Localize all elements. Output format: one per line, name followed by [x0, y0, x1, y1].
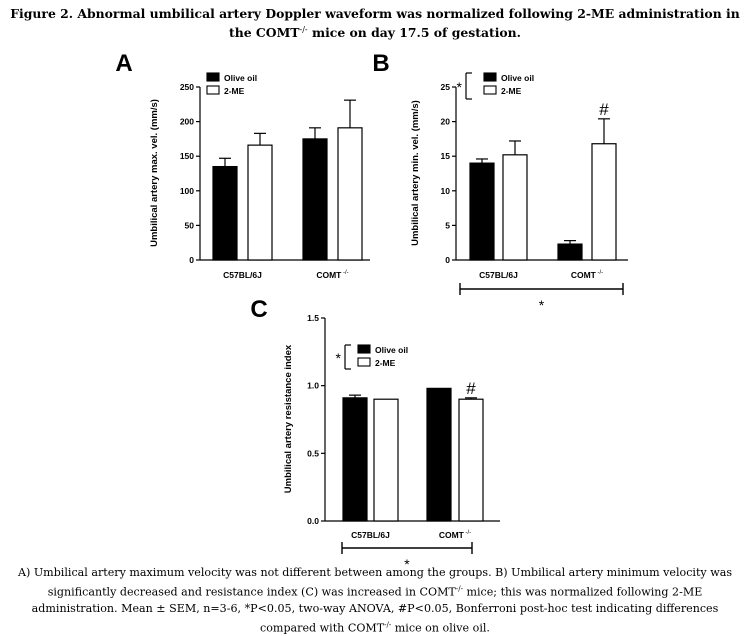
figure-title-sup: -/- — [299, 25, 308, 34]
caption-sup-1: -/- — [455, 585, 463, 593]
bar-olive-oil-0 — [212, 165, 238, 261]
x-category-label: C57BL/6J — [479, 270, 518, 280]
figure-title-tail: mice on day 17.5 of gestation. — [307, 25, 521, 41]
legend-label: 2-ME — [501, 86, 522, 96]
figure-caption: A) Umbilical artery maximum velocity was… — [8, 565, 742, 636]
y-tick-label: 200 — [180, 117, 194, 127]
y-tick-label: 5 — [445, 220, 450, 230]
figure-title: Figure 2. Abnormal umbilical artery Dopp… — [0, 6, 750, 41]
y-tick-label: 0 — [189, 255, 194, 265]
legend-swatch-olive-oil — [483, 72, 497, 82]
y-tick-label: 15 — [441, 151, 451, 161]
y-tick-label: 0.0 — [307, 516, 319, 526]
chart-panel-a: A Umbilical artery max. vel. (mm/s) 0 50 100… — [115, 50, 370, 280]
y-tick-label: 20 — [441, 117, 451, 127]
bar-2me-0 — [373, 398, 399, 522]
bar-olive-oil-1 — [302, 138, 328, 261]
y-tick-label: 1.5 — [307, 313, 319, 323]
bar-olive-oil-0 — [342, 397, 368, 522]
y-tick-label: 250 — [180, 82, 194, 92]
x-category-label: COMT -/- — [316, 270, 348, 280]
bar-2me-1 — [591, 143, 617, 261]
panel-letter: A — [115, 50, 132, 77]
legend-star: * — [336, 350, 342, 366]
x-category-label: C57BL/6J — [351, 530, 390, 540]
legend-swatch-2me — [483, 85, 497, 95]
caption-part-c: mice on olive oil. — [391, 621, 490, 635]
y-tick-label: 50 — [185, 220, 195, 230]
bar-2me-1 — [337, 127, 363, 261]
panel-letter: B — [372, 50, 389, 77]
x-category-label: COMT -/- — [439, 530, 471, 540]
bar-olive-oil-1 — [557, 243, 583, 261]
legend-label: Olive oil — [224, 73, 257, 83]
significance-hash: # — [599, 100, 609, 119]
y-axis-label: Umbilical artery min. vel. (mm/s) — [410, 100, 421, 246]
y-tick-label: 1.0 — [307, 381, 319, 391]
y-tick-label: 100 — [180, 186, 194, 196]
bar-2me-1 — [458, 398, 484, 522]
y-tick-label: 0.5 — [307, 448, 319, 458]
bar-2me-0 — [502, 154, 528, 261]
bar-2me-0 — [247, 144, 273, 261]
caption-part-b: mice; this was normalized following 2-ME… — [31, 585, 719, 635]
chart-panel-b: B Umbilical artery min. vel. (mm/s) 0 5 10 15… — [372, 50, 628, 313]
bar-olive-oil-0 — [469, 162, 495, 261]
y-tick-label: 10 — [441, 186, 451, 196]
legend-label: 2-ME — [375, 358, 396, 368]
legend-star: * — [457, 79, 463, 95]
legend-label: Olive oil — [375, 345, 408, 355]
y-axis-label: Umbilical artery resistance index — [283, 344, 294, 493]
panel-letter: C — [250, 296, 267, 323]
bottom-star: * — [539, 297, 545, 313]
legend-label: Olive oil — [501, 73, 534, 83]
x-category-label: C57BL/6J — [223, 270, 262, 280]
legend-swatch-2me — [206, 85, 220, 95]
figure-title-main: Figure 2. Abnormal umbilical artery Dopp… — [10, 6, 740, 41]
y-tick-label: 25 — [441, 82, 451, 92]
caption-part-a: A) Umbilical artery maximum velocity was… — [17, 566, 733, 599]
caption-sup-2: -/- — [384, 620, 392, 629]
y-axis-label: Umbilical artery max. vel. (mm/s) — [149, 99, 160, 247]
chart-panel-c: C Umbilical artery resistance index 0.0 0.5… — [250, 296, 500, 572]
legend-label: 2-ME — [224, 86, 245, 96]
legend-swatch-2me — [357, 357, 371, 367]
bottom-star: * — [404, 556, 410, 572]
significance-hash: # — [466, 379, 476, 398]
bar-olive-oil-1 — [426, 387, 452, 522]
legend-swatch-olive-oil — [206, 72, 220, 82]
y-tick-label: 150 — [180, 151, 194, 161]
legend-swatch-olive-oil — [357, 344, 371, 354]
x-category-label: COMT -/- — [571, 270, 603, 280]
y-tick-label: 0 — [445, 255, 450, 265]
